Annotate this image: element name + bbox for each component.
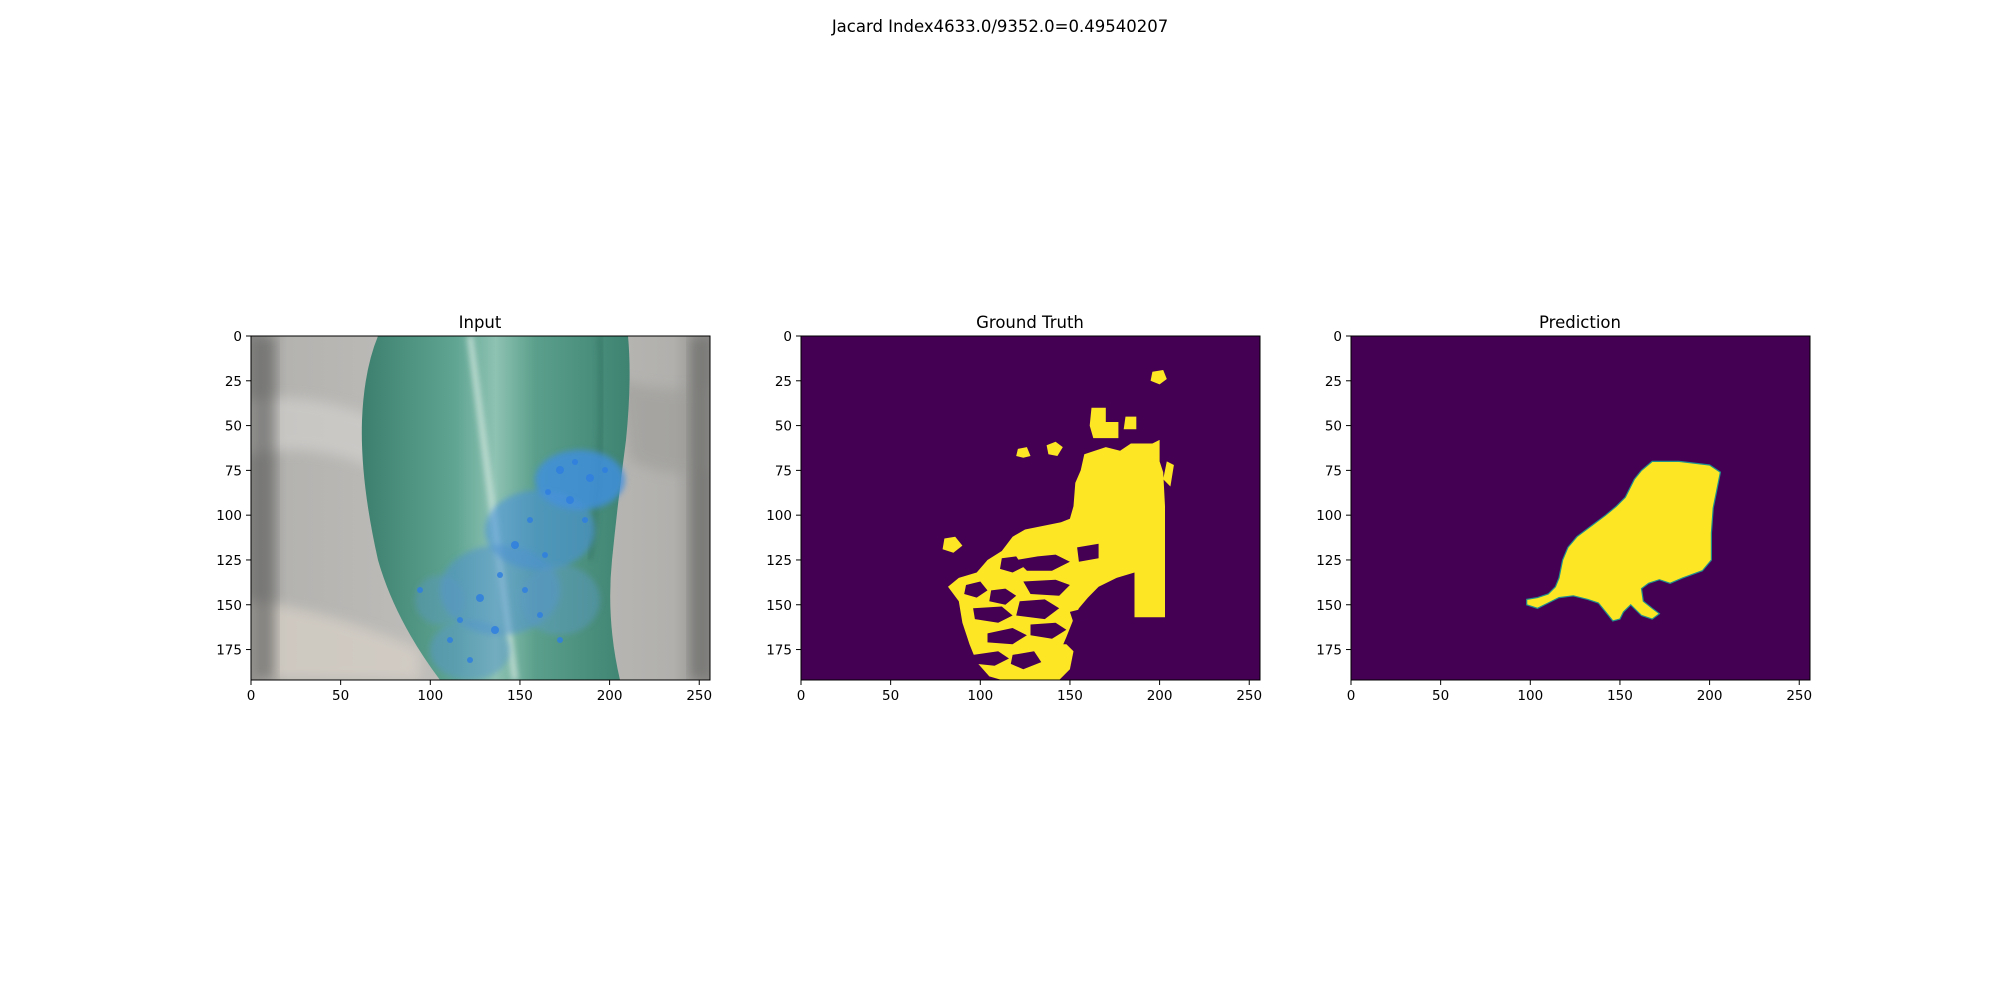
y-tick-label: 25 (775, 374, 792, 390)
mask-hole (987, 628, 1027, 645)
y-tick-label: 0 (783, 329, 792, 345)
mask-hole (964, 581, 988, 598)
y-tick-label: 100 (216, 508, 242, 524)
mask-hole (1016, 599, 1060, 620)
x-tick-label: 50 (1432, 688, 1449, 704)
panel-input-title: Input (459, 313, 502, 332)
y-tick-label: 50 (225, 419, 242, 435)
panel-ground-truth-axes: 0 50 100 150 200 250 0 25 50 75 100 125 150 175 (766, 329, 1262, 704)
y-tick-label: 100 (1316, 508, 1342, 524)
mask-hole (1030, 622, 1067, 639)
x-tick-label: 250 (1236, 688, 1262, 704)
mask-region (1163, 461, 1174, 487)
mask-region (1526, 460, 1722, 622)
y-tick-label: 125 (216, 553, 242, 569)
y-tick-label: 50 (1325, 419, 1342, 435)
mask-region (942, 536, 963, 553)
x-tick-label: 250 (1786, 688, 1812, 704)
mask-hole (973, 651, 1009, 666)
x-tick-label: 0 (247, 688, 256, 704)
mask-hole (1000, 556, 1024, 573)
y-tick-label: 125 (766, 553, 792, 569)
y-tick-label: 75 (775, 463, 792, 479)
y-tick-label: 75 (225, 463, 242, 479)
x-tick-label: 100 (1517, 688, 1543, 704)
y-tick-label: 175 (216, 643, 242, 659)
prediction-mask (1526, 460, 1722, 622)
y-tick-label: 175 (1316, 643, 1342, 659)
mask-region (1046, 441, 1063, 456)
x-tick-label: 250 (686, 688, 712, 704)
x-tick-label: 50 (882, 688, 899, 704)
y-tick-label: 175 (766, 643, 792, 659)
mask-hole (973, 606, 1013, 623)
x-tick-label: 0 (797, 688, 806, 704)
y-tick-label: 150 (766, 598, 792, 614)
panel-prediction-title: Prediction (1539, 313, 1621, 332)
x-tick-label: 200 (1147, 688, 1173, 704)
x-tick-label: 100 (417, 688, 443, 704)
mask-hole (1069, 608, 1088, 623)
x-tick-label: 200 (1697, 688, 1723, 704)
mask-region (1016, 447, 1031, 458)
y-tick-label: 75 (1325, 463, 1342, 479)
y-tick-label: 0 (233, 329, 242, 345)
x-tick-label: 50 (332, 688, 349, 704)
prediction-background (1351, 336, 1810, 680)
y-tick-label: 50 (775, 419, 792, 435)
y-tick-label: 150 (1316, 598, 1342, 614)
panel-input-axes: 0 50 100 150 200 250 0 25 50 75 100 125 150 175 (216, 329, 712, 704)
panel-ground-truth: Ground Truth 0 50 100 150 200 250 0 25 50 75 100 12… (766, 313, 1262, 704)
y-tick-label: 150 (216, 598, 242, 614)
panel-ground-truth-title: Ground Truth (976, 313, 1084, 332)
x-tick-label: 200 (597, 688, 623, 704)
x-tick-label: 0 (1347, 688, 1356, 704)
mask-hole (1077, 543, 1099, 562)
mask-hole (989, 588, 1017, 605)
x-tick-label: 150 (1057, 688, 1083, 704)
x-tick-label: 150 (1607, 688, 1633, 704)
ground-truth-mask (942, 370, 1174, 680)
mask-region (1030, 644, 1074, 680)
mask-region (1150, 370, 1167, 385)
mask-hole (1010, 651, 1042, 670)
input-image (251, 336, 710, 680)
panel-prediction: Prediction 0 50 100 150 200 250 0 25 50 75 100 125 1… (1316, 313, 1812, 704)
figure-suptitle: Jacard Index4633.0/9352.0=0.49540207 (831, 17, 1169, 36)
mask-hole (1023, 579, 1070, 596)
y-tick-label: 100 (766, 508, 792, 524)
y-tick-label: 0 (1333, 329, 1342, 345)
panel-input: Input (216, 313, 712, 704)
y-tick-label: 25 (1325, 374, 1342, 390)
x-tick-label: 150 (507, 688, 533, 704)
mask-hole (1016, 554, 1070, 571)
mask-region (1089, 407, 1119, 439)
y-tick-label: 125 (1316, 553, 1342, 569)
y-tick-label: 25 (225, 374, 242, 390)
x-tick-label: 100 (967, 688, 993, 704)
mask-region (1123, 416, 1137, 430)
panel-prediction-axes: 0 50 100 150 200 250 0 25 50 75 100 125 150 175 (1316, 329, 1812, 704)
